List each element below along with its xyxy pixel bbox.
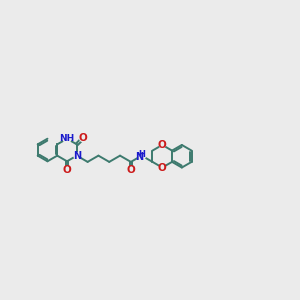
Text: O: O bbox=[158, 163, 167, 172]
Text: N: N bbox=[136, 152, 144, 162]
Circle shape bbox=[63, 135, 71, 142]
Text: N: N bbox=[73, 151, 81, 160]
Circle shape bbox=[74, 153, 80, 159]
Text: O: O bbox=[78, 134, 87, 143]
Text: O: O bbox=[158, 140, 167, 150]
Text: H: H bbox=[138, 150, 145, 159]
Text: O: O bbox=[127, 165, 135, 175]
Circle shape bbox=[159, 142, 165, 148]
Text: NH: NH bbox=[59, 134, 75, 143]
Circle shape bbox=[64, 167, 70, 172]
Circle shape bbox=[80, 136, 86, 141]
Circle shape bbox=[159, 165, 165, 170]
Text: O: O bbox=[63, 165, 71, 175]
Circle shape bbox=[138, 152, 146, 160]
Circle shape bbox=[128, 167, 134, 172]
